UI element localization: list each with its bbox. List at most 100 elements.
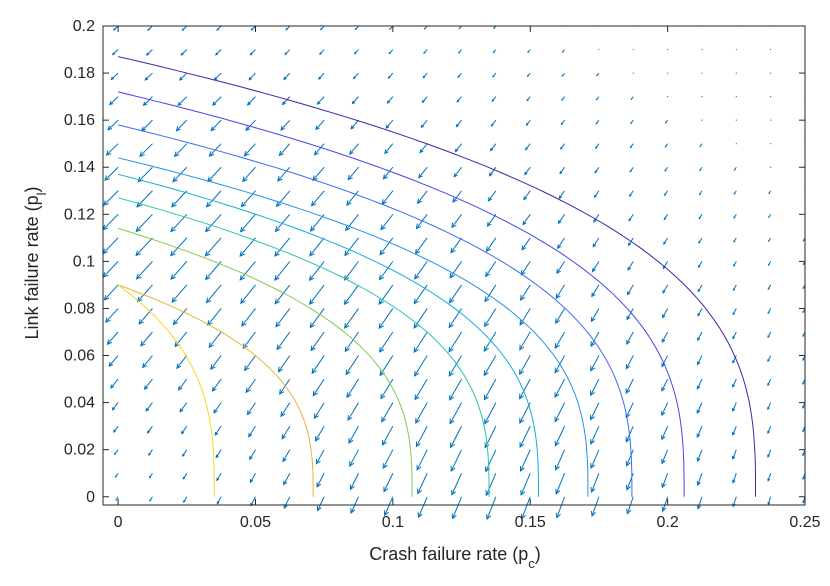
quiver-arrow [625, 378, 634, 395]
quiver-arrow [245, 378, 256, 394]
quiver-arrow [214, 425, 222, 436]
quiver-arrow [216, 472, 222, 482]
quiver-arrow [114, 449, 119, 456]
quiver-arrow [628, 214, 634, 222]
quiver-arrow [555, 308, 566, 325]
y-axis-title-main: Link failure rate (p [22, 195, 42, 339]
quiver-arrow [699, 143, 703, 148]
quiver-arrow [110, 72, 119, 81]
quiver-arrow [114, 472, 119, 478]
quiver-arrow [108, 355, 119, 367]
quiver-arrow [420, 119, 428, 129]
quiver-arrow [208, 331, 222, 349]
x-tick-label: 0.25 [789, 514, 820, 531]
quiver-arrow [315, 119, 325, 131]
quiver-arrow [351, 96, 359, 105]
quiver-arrow [590, 473, 600, 494]
quiver-arrow [490, 119, 497, 127]
quiver-arrow [697, 331, 703, 342]
quiver-arrow [243, 355, 256, 372]
quiver-arrow [314, 425, 325, 442]
quiver-arrow [149, 496, 153, 502]
contour-line-5 [117, 173, 539, 497]
quiver-arrow [557, 237, 566, 250]
quiver-arrow [417, 496, 428, 519]
quiver-arrow [526, 96, 531, 102]
quiver-arrow [625, 449, 634, 467]
quiver-arrow [767, 496, 772, 506]
quiver-arrow [343, 284, 359, 306]
quiver-arrow [492, 49, 497, 54]
quiver-arrow [378, 331, 394, 353]
quiver-arrow [349, 449, 359, 468]
quiver-arrow [519, 378, 531, 400]
quiver-arrow [626, 284, 634, 296]
quiver-arrow [696, 425, 703, 439]
y-tick-label: 0.04 [64, 395, 95, 412]
x-axis-title-end: ) [535, 544, 541, 564]
quiver-arrow [205, 190, 222, 208]
quiver-arrow [519, 425, 531, 448]
quiver-arrow [449, 402, 462, 425]
quiver-arrow [457, 72, 462, 79]
quiver-arrow [696, 378, 703, 390]
quiver-arrow [661, 331, 669, 343]
quiver-arrow [106, 331, 119, 346]
quiver-arrow [452, 190, 462, 203]
quiver-arrow [250, 25, 256, 31]
quiver-arrow [767, 473, 772, 482]
quiver-arrow-dot [770, 48, 772, 51]
quiver-arrow [663, 237, 669, 245]
x-tick-label: 0.05 [240, 514, 271, 531]
contour-line-8 [117, 284, 314, 497]
quiver-arrow [215, 449, 222, 459]
quiver-arrow [378, 261, 394, 281]
quiver-arrow-dot [770, 166, 772, 168]
quiver-arrow [239, 261, 256, 281]
quiver-arrow [317, 496, 325, 512]
quiver-arrow [240, 190, 256, 208]
contour-line-1 [117, 56, 756, 497]
quiver-arrow [484, 284, 497, 303]
quiver-arrow [110, 378, 119, 389]
contour-lines [117, 56, 756, 497]
axes [102, 25, 806, 506]
y-axis-title-sub: l [34, 192, 49, 195]
quiver-arrow-dot [735, 96, 737, 98]
quiver-arrow [627, 261, 634, 271]
x-axis-title-main: Crash failure rate (p [369, 544, 528, 564]
quiver-arrow [488, 166, 497, 177]
quiver-arrow [696, 449, 703, 463]
quiver-arrow [283, 72, 291, 81]
quiver-arrow [105, 143, 119, 156]
quiver-arrow [310, 190, 325, 207]
quiver-arrow [170, 237, 188, 257]
quiver-arrow [382, 449, 394, 470]
quiver-arrow [313, 402, 325, 420]
quiver-arrow [182, 472, 188, 480]
quiver-arrow [630, 96, 634, 101]
quiver-arrow [242, 331, 256, 350]
quiver-arrow [451, 473, 463, 496]
quiver-arrow [139, 143, 153, 158]
quiver-arrow [519, 449, 531, 473]
quiver-arrow [450, 449, 463, 472]
quiver-arrow [347, 402, 359, 422]
quiver-arrow [170, 261, 188, 281]
quiver-arrow [346, 190, 359, 206]
quiver-arrow [486, 496, 497, 521]
quiver-arrow [416, 190, 428, 205]
quiver-arrow [590, 378, 600, 397]
quiver-arrow [555, 473, 566, 495]
quiver-arrow [485, 237, 497, 253]
quiver-arrow [239, 213, 256, 233]
quiver-arrow [526, 72, 531, 78]
quiver-arrow [113, 425, 119, 433]
quiver-arrow [345, 355, 359, 376]
quiver-arrow [274, 237, 291, 257]
quiver-arrow [284, 49, 291, 56]
quiver-arrow [767, 378, 772, 387]
quiver-arrow [145, 402, 153, 412]
quiver-arrow [148, 449, 153, 456]
quiver-arrow [414, 378, 428, 401]
